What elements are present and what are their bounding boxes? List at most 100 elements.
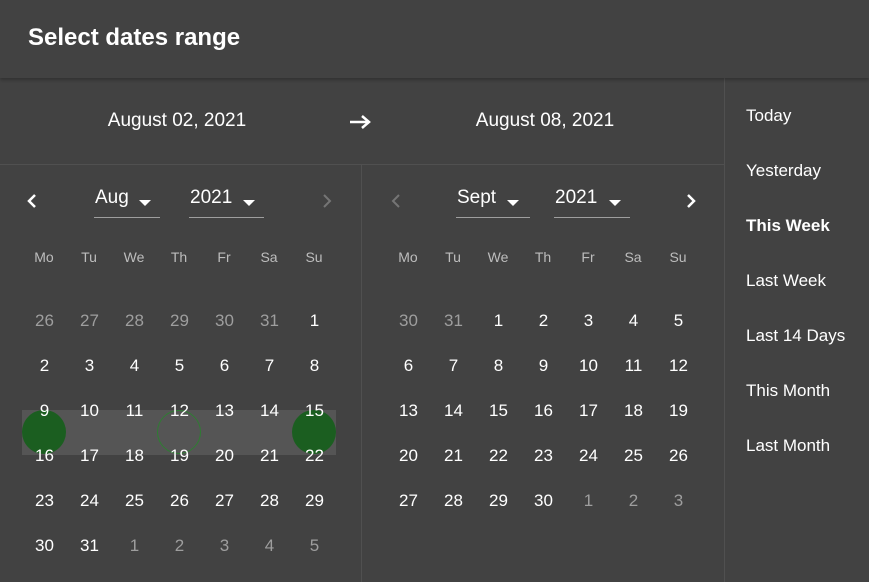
day-cell[interactable]: 21 xyxy=(260,446,279,465)
day-cell: 5 xyxy=(309,536,320,555)
selected-range-header: August 02, 2021 August 08, 2021 xyxy=(0,78,724,165)
day-cell[interactable]: 20 xyxy=(399,446,418,465)
day-cell[interactable]: 30 xyxy=(534,491,553,510)
day-cell[interactable]: 1 xyxy=(309,311,320,330)
day-cell[interactable]: 20 xyxy=(215,446,234,465)
day-cell[interactable]: 31 xyxy=(80,536,99,555)
day-cell[interactable]: 26 xyxy=(170,491,189,510)
dialog-header: Select dates range xyxy=(0,0,869,78)
day-cell[interactable]: 10 xyxy=(80,401,99,420)
weekday-label: Fr xyxy=(217,249,231,265)
year-select[interactable]: 2021 xyxy=(189,179,264,218)
calendar-august: Aug 2021 Mo Tu We Th Fr Sa Su 26 27 28 29 30 31 1 2 3 4… xyxy=(0,165,362,582)
day-cell[interactable]: 13 xyxy=(215,401,234,420)
day-cell[interactable]: 24 xyxy=(579,446,598,465)
range-end-date[interactable]: August 08, 2021 xyxy=(475,110,615,131)
day-cell[interactable]: 11 xyxy=(125,401,144,420)
day-cell[interactable]: 27 xyxy=(399,491,418,510)
day-cell[interactable]: 14 xyxy=(444,401,463,420)
day-cell: 29 xyxy=(170,311,189,330)
day-cell[interactable]: 28 xyxy=(444,491,463,510)
day-cell[interactable]: 8 xyxy=(493,356,504,375)
day-cell[interactable]: 7 xyxy=(264,356,275,375)
year-select[interactable]: 2021 xyxy=(554,179,630,218)
day-cell: 4 xyxy=(264,536,275,555)
preset-this-month[interactable]: This Month xyxy=(746,381,831,400)
day-cell[interactable]: 5 xyxy=(174,356,185,375)
day-cell[interactable]: 7 xyxy=(448,356,459,375)
day-cell[interactable]: 2 xyxy=(538,311,549,330)
day-cell[interactable]: 24 xyxy=(80,491,99,510)
day-cell: 30 xyxy=(215,311,234,330)
day-cell: 2 xyxy=(628,491,639,510)
preset-today[interactable]: Today xyxy=(746,106,792,125)
day-cell[interactable]: 6 xyxy=(403,356,414,375)
day-cell[interactable]: 19 xyxy=(669,401,688,420)
preset-last-week[interactable]: Last Week xyxy=(746,271,827,290)
day-cell[interactable]: 29 xyxy=(305,491,324,510)
day-cell[interactable]: 19 xyxy=(170,446,189,465)
day-cell[interactable]: 2 xyxy=(39,356,50,375)
day-cell[interactable]: 1 xyxy=(493,311,504,330)
day-cell[interactable]: 8 xyxy=(309,356,320,375)
weekday-label: Th xyxy=(534,249,552,265)
day-cell[interactable]: 6 xyxy=(219,356,230,375)
range-end-marker xyxy=(292,410,336,454)
day-cell[interactable]: 4 xyxy=(628,311,639,330)
day-cell[interactable]: 27 xyxy=(215,491,234,510)
day-cell[interactable]: 13 xyxy=(399,401,418,420)
year-select-value: 2021 xyxy=(190,187,233,208)
day-cell[interactable]: 25 xyxy=(125,491,144,510)
day-cell[interactable]: 17 xyxy=(579,401,598,420)
day-cell[interactable]: 12 xyxy=(170,401,189,420)
day-cell[interactable]: 15 xyxy=(305,401,324,420)
day-cell[interactable]: 12 xyxy=(669,356,688,375)
day-cell[interactable]: 15 xyxy=(489,401,508,420)
day-cell[interactable]: 4 xyxy=(129,356,140,375)
day-cell[interactable]: 9 xyxy=(39,401,50,420)
day-cell: 31 xyxy=(260,311,279,330)
day-cell[interactable]: 23 xyxy=(534,446,553,465)
range-start-date[interactable]: August 02, 2021 xyxy=(107,110,247,131)
preset-this-week[interactable]: This Week xyxy=(746,216,830,235)
day-cell[interactable]: 29 xyxy=(489,491,508,510)
day-cell[interactable]: 3 xyxy=(583,311,594,330)
day-cell: 28 xyxy=(125,311,144,330)
month-select[interactable]: Sept xyxy=(456,179,530,218)
day-cell: 27 xyxy=(80,311,99,330)
day-cell[interactable]: 9 xyxy=(538,356,549,375)
weekday-label: Tu xyxy=(445,249,461,265)
arrow-right-icon xyxy=(350,115,371,129)
day-cell[interactable]: 21 xyxy=(444,446,463,465)
day-cell[interactable]: 23 xyxy=(35,491,54,510)
day-cell: 1 xyxy=(583,491,594,510)
day-cell[interactable]: 22 xyxy=(305,446,324,465)
day-cell[interactable]: 5 xyxy=(673,311,684,330)
caret-down-icon xyxy=(609,200,621,206)
today-marker xyxy=(157,410,201,454)
day-cell[interactable]: 10 xyxy=(579,356,598,375)
day-cell[interactable]: 28 xyxy=(260,491,279,510)
weekday-label: Su xyxy=(669,249,687,265)
day-cell[interactable]: 18 xyxy=(125,446,144,465)
day-cell[interactable]: 17 xyxy=(80,446,99,465)
preset-last-month[interactable]: Last Month xyxy=(746,436,831,455)
weekday-label: Su xyxy=(305,249,323,265)
day-cell[interactable]: 26 xyxy=(669,446,688,465)
day-cell[interactable]: 16 xyxy=(35,446,54,465)
day-cell[interactable]: 16 xyxy=(534,401,553,420)
preset-yesterday[interactable]: Yesterday xyxy=(746,161,821,180)
day-cell[interactable]: 30 xyxy=(35,536,54,555)
day-cell[interactable]: 3 xyxy=(84,356,95,375)
day-cell[interactable]: 18 xyxy=(624,401,643,420)
preset-last-14-days[interactable]: Last 14 Days xyxy=(746,326,846,345)
day-cell[interactable]: 22 xyxy=(489,446,508,465)
day-cell[interactable]: 25 xyxy=(624,446,643,465)
chevron-right-icon[interactable] xyxy=(681,189,701,213)
day-cell: 2 xyxy=(174,536,185,555)
day-cell[interactable]: 11 xyxy=(624,356,643,375)
month-select[interactable]: Aug xyxy=(94,179,160,218)
chevron-left-icon[interactable] xyxy=(22,189,42,213)
caret-down-icon xyxy=(139,200,151,206)
day-cell[interactable]: 14 xyxy=(260,401,279,420)
